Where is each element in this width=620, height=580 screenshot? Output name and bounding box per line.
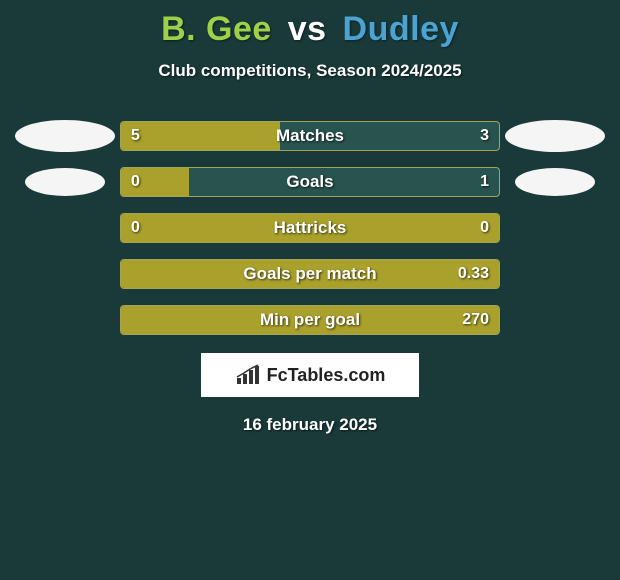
stat-value-left: 0	[131, 219, 140, 237]
stat-value-right: 270	[462, 311, 489, 329]
stat-label: Min per goal	[260, 310, 360, 330]
stat-bar: 5 3 Matches	[120, 121, 500, 151]
stat-row: 0 0 Hattricks	[10, 213, 610, 243]
player1-name: B. Gee	[161, 10, 272, 48]
stat-bar: 0.33 Goals per match	[120, 259, 500, 289]
stat-label: Goals	[286, 172, 333, 192]
stat-row: 0.33 Goals per match	[10, 259, 610, 289]
team-crest-icon	[15, 120, 115, 152]
brand-logo[interactable]: FcTables.com	[201, 353, 419, 397]
stat-value-left: 0	[131, 173, 140, 191]
subtitle: Club competitions, Season 2024/2025	[0, 61, 620, 81]
team-crest-icon	[25, 168, 105, 196]
chart-icon	[235, 364, 261, 386]
crest-slot-left	[10, 168, 120, 196]
stat-row: 270 Min per goal	[10, 305, 610, 335]
date-label: 16 february 2025	[0, 415, 620, 435]
crest-slot-right	[500, 168, 610, 196]
stat-label: Goals per match	[243, 264, 376, 284]
comparison-chart: 5 3 Matches 0 1 Goals 0 0 Hattricks 0.33 Goals per…	[0, 121, 620, 335]
stat-bar: 0 0 Hattricks	[120, 213, 500, 243]
stat-bar: 270 Min per goal	[120, 305, 500, 335]
team-crest-icon	[505, 120, 605, 152]
brand-text: FcTables.com	[267, 365, 386, 386]
crest-slot-right	[500, 120, 610, 152]
vs-text: vs	[288, 10, 327, 48]
stat-value-right: 1	[480, 173, 489, 191]
stat-value-right: 0.33	[458, 265, 489, 283]
stat-bar: 0 1 Goals	[120, 167, 500, 197]
crest-slot-left	[10, 120, 120, 152]
bar-fill-left	[121, 122, 280, 150]
team-crest-icon	[515, 168, 595, 196]
comparison-title: B. Gee vs Dudley	[0, 0, 620, 49]
stat-label: Matches	[276, 126, 344, 146]
stat-row: 0 1 Goals	[10, 167, 610, 197]
stat-label: Hattricks	[274, 218, 347, 238]
stat-value-right: 3	[480, 127, 489, 145]
player2-name: Dudley	[343, 10, 459, 48]
stat-value-right: 0	[480, 219, 489, 237]
stat-value-left: 5	[131, 127, 140, 145]
stat-row: 5 3 Matches	[10, 121, 610, 151]
